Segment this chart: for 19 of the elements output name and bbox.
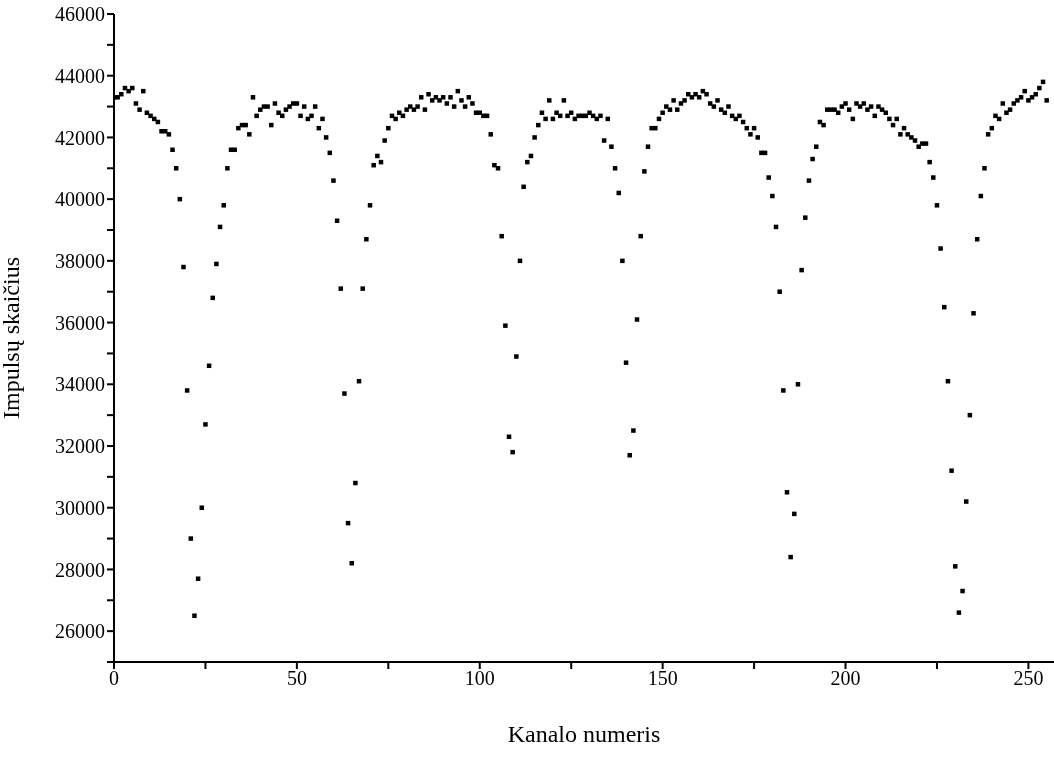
y-tick-label: 46000 xyxy=(55,3,105,26)
y-tick-label: 38000 xyxy=(55,249,105,272)
y-axis-title: Impulsų skaičius xyxy=(0,257,24,419)
y-tick-label: 44000 xyxy=(55,64,105,87)
x-tick-label: 100 xyxy=(464,667,495,690)
x-tick-label: 50 xyxy=(286,667,307,690)
x-tick-label: 0 xyxy=(109,667,119,690)
x-tick-label: 200 xyxy=(830,667,861,690)
y-tick-label: 42000 xyxy=(55,126,105,149)
x-axis-title: Kanalo numeris xyxy=(507,721,661,747)
y-tick-label: 32000 xyxy=(55,435,105,458)
y-tick-label: 34000 xyxy=(55,373,105,396)
y-tick-label: 36000 xyxy=(55,311,105,334)
y-tick-label: 30000 xyxy=(55,496,105,519)
x-tick-label: 250 xyxy=(1013,667,1044,690)
y-tick-label: 26000 xyxy=(55,620,105,643)
y-tick-label: 40000 xyxy=(55,188,105,211)
x-tick-label: 150 xyxy=(647,667,678,690)
y-tick-label: 28000 xyxy=(55,558,105,581)
